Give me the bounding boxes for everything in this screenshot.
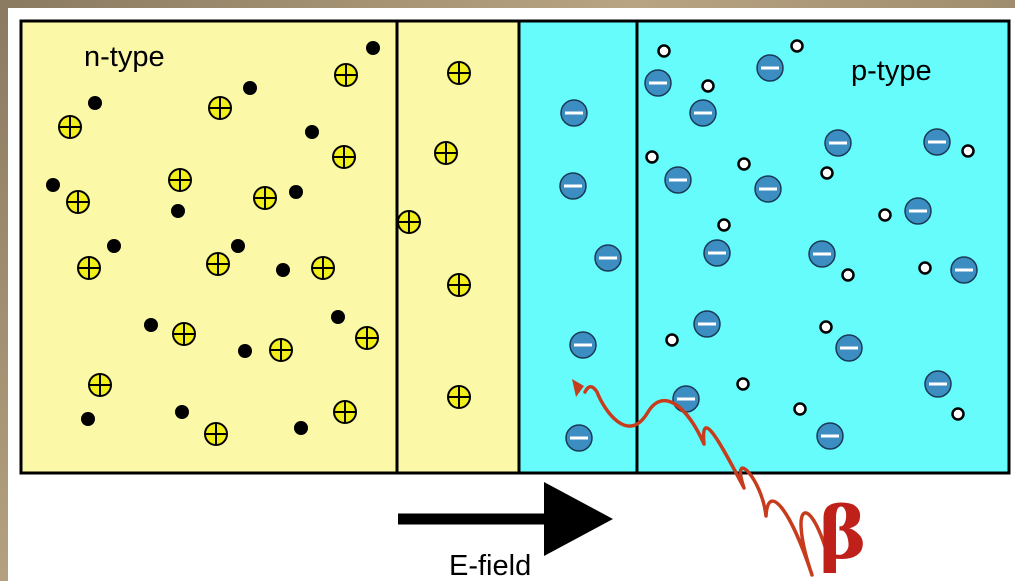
minus-in-circle-icon xyxy=(904,197,932,225)
open-dot-icon xyxy=(841,268,855,282)
minus-in-circle-icon xyxy=(756,54,784,82)
open-dot-icon xyxy=(736,377,750,391)
open-dot-icon xyxy=(878,208,892,222)
particles-layer xyxy=(46,39,978,452)
open-dot-icon xyxy=(819,320,833,334)
minus-in-circle-icon xyxy=(569,331,597,359)
n-type-bulk-region xyxy=(19,19,399,475)
e-field-arrow xyxy=(398,482,613,556)
minus-in-circle-icon xyxy=(703,239,731,267)
minus-in-circle-icon xyxy=(754,175,782,203)
filled-dot-icon xyxy=(243,81,257,95)
plus-in-circle-icon xyxy=(434,141,458,165)
minus-in-circle-icon xyxy=(689,99,717,127)
beta-symbol: β xyxy=(819,490,867,575)
plus-in-circle-icon xyxy=(253,186,277,210)
plus-in-circle-icon xyxy=(208,96,232,120)
filled-dot-icon xyxy=(81,412,95,426)
minus-in-circle-icon xyxy=(923,128,951,156)
filled-dot-icon xyxy=(366,41,380,55)
open-dot-icon xyxy=(820,166,834,180)
minus-in-circle-icon xyxy=(594,244,622,272)
minus-in-circle-icon xyxy=(672,385,700,413)
minus-in-circle-icon xyxy=(559,172,587,200)
filled-dot-icon xyxy=(144,318,158,332)
plus-in-circle-icon xyxy=(58,115,82,139)
plus-in-circle-icon xyxy=(204,422,228,446)
minus-in-circle-icon xyxy=(824,129,852,157)
open-dot-icon xyxy=(657,44,671,58)
minus-in-circle-icon xyxy=(693,310,721,338)
plus-in-circle-icon xyxy=(172,322,196,346)
p-type-label: p-type xyxy=(851,55,932,87)
filled-dot-icon xyxy=(88,96,102,110)
plus-in-circle-icon xyxy=(168,168,192,192)
arrow-head-icon xyxy=(544,482,613,556)
plus-in-circle-icon xyxy=(333,400,357,424)
filled-dot-icon xyxy=(107,239,121,253)
filled-dot-icon xyxy=(231,239,245,253)
plus-in-circle-icon xyxy=(447,273,471,297)
open-dot-icon xyxy=(701,79,715,93)
filled-dot-icon xyxy=(276,263,290,277)
open-dot-icon xyxy=(645,150,659,164)
minus-in-circle-icon xyxy=(950,256,978,284)
open-dot-icon xyxy=(665,333,679,347)
filled-dot-icon xyxy=(175,405,189,419)
plus-in-circle-icon xyxy=(66,190,90,214)
minus-in-circle-icon xyxy=(664,166,692,194)
plus-in-circle-icon xyxy=(332,145,356,169)
plus-in-circle-icon xyxy=(355,326,379,350)
filled-dot-icon xyxy=(331,310,345,324)
filled-dot-icon xyxy=(289,185,303,199)
open-dot-icon xyxy=(790,39,804,53)
plus-in-circle-icon xyxy=(397,210,421,234)
plus-in-circle-icon xyxy=(334,63,358,87)
beta-track-arrow-icon xyxy=(572,379,584,397)
filled-dot-icon xyxy=(238,344,252,358)
plus-in-circle-icon xyxy=(77,256,101,280)
filled-dot-icon xyxy=(305,125,319,139)
open-dot-icon xyxy=(793,402,807,416)
minus-in-circle-icon xyxy=(560,99,588,127)
minus-in-circle-icon xyxy=(835,334,863,362)
open-dot-icon xyxy=(737,157,751,171)
minus-in-circle-icon xyxy=(565,424,593,452)
filled-dot-icon xyxy=(46,178,60,192)
minus-in-circle-icon xyxy=(644,69,672,97)
minus-in-circle-icon xyxy=(816,422,844,450)
beta-radiation-wave xyxy=(583,385,830,577)
minus-in-circle-icon xyxy=(808,240,836,268)
open-dot-icon xyxy=(951,407,965,421)
e-field-label: E-field xyxy=(449,550,531,581)
open-dot-icon xyxy=(918,261,932,275)
plus-in-circle-icon xyxy=(206,252,230,276)
plus-in-circle-icon xyxy=(269,338,293,362)
minus-in-circle-icon xyxy=(924,370,952,398)
open-dot-icon xyxy=(717,218,731,232)
plus-in-circle-icon xyxy=(447,61,471,85)
filled-dot-icon xyxy=(171,204,185,218)
plus-in-circle-icon xyxy=(311,256,335,280)
filled-dot-icon xyxy=(294,421,308,435)
plus-in-circle-icon xyxy=(88,373,112,397)
n-type-label: n-type xyxy=(84,41,165,73)
p-side-depletion-region xyxy=(517,19,639,475)
open-dot-icon xyxy=(961,144,975,158)
plus-in-circle-icon xyxy=(447,385,471,409)
